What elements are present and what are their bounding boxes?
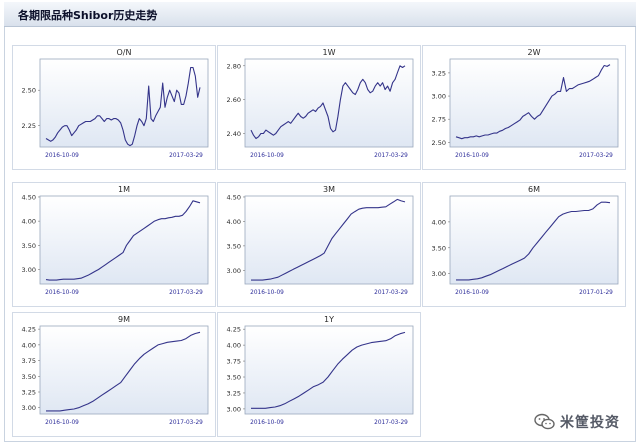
chart-title: 1M — [118, 185, 130, 194]
x-tick-label: 2016-10-09 — [45, 153, 79, 159]
chart-panel: 9M 3.00 3.25 3.50 3.75 4.00 4.25 2016-10-09 2017… — [12, 312, 216, 437]
y-tick-label: 3.50 — [227, 242, 241, 250]
chart-svg: 1W 2.40 2.60 2.80 2016-10-09 2017-03-29 — [227, 48, 414, 159]
y-tick-label: 3.50 — [227, 374, 241, 382]
series-line — [251, 198, 406, 281]
x-tick-label: 2016-10-09 — [45, 420, 79, 426]
series-line — [45, 66, 201, 147]
y-tick-label: 2.75 — [432, 116, 446, 124]
x-tick-label: 2017-03-29 — [169, 153, 203, 159]
x-tick-label: 2017-03-29 — [579, 153, 613, 159]
x-tick-label: 2016-10-09 — [250, 290, 284, 296]
chart-svg: 6M 3.00 3.50 4.00 2016-10-09 2017-01-29 — [432, 185, 619, 296]
watermark: 米筐投资 — [534, 411, 620, 433]
chart-panel: 1M 3.00 3.50 4.00 4.50 2016-10-09 2017-03-29 — [12, 182, 216, 307]
y-tick-label: 3.50 — [22, 242, 36, 250]
y-tick-label: 2.80 — [227, 62, 241, 70]
plot-area — [244, 195, 414, 285]
x-tick-label: 2016-10-09 — [45, 290, 79, 296]
chart-title: 6M — [528, 185, 540, 194]
y-tick-label: 3.50 — [432, 244, 446, 252]
chart-panel: 3M 3.00 3.50 4.00 4.50 2016-10-09 2017-03-29 — [217, 182, 421, 307]
y-tick-label: 4.25 — [22, 326, 36, 334]
x-tick-label: 2016-10-09 — [250, 420, 284, 426]
series-line — [46, 331, 201, 412]
x-tick-label: 2016-10-09 — [250, 153, 284, 159]
y-tick-label: 3.00 — [227, 267, 241, 275]
y-tick-label: 2.60 — [227, 96, 241, 104]
x-tick-label: 2017-03-29 — [169, 290, 203, 296]
chart-svg: 2W 2.50 2.75 3.00 3.25 2016-10-09 2017-03-29 — [432, 48, 619, 159]
series-line — [250, 65, 406, 140]
chart-panel: 1Y 3.00 3.25 3.50 3.75 4.00 4.25 2016-10-09 2017… — [217, 312, 421, 437]
y-tick-label: 3.25 — [432, 69, 446, 77]
wechat-icon — [534, 413, 555, 430]
y-tick-label: 4.00 — [22, 218, 36, 226]
x-tick-label: 2017-03-29 — [374, 153, 408, 159]
y-tick-label: 4.50 — [22, 193, 36, 201]
chart-svg: 9M 3.00 3.25 3.50 3.75 4.00 4.25 2016-10-09 2017… — [22, 315, 209, 426]
y-tick-label: 3.75 — [227, 358, 241, 366]
chart-title: 9M — [118, 315, 130, 324]
chart-title: 2W — [528, 48, 541, 57]
y-tick-label: 2.50 — [432, 139, 446, 147]
chart-title: 3M — [323, 185, 335, 194]
plot-area — [449, 58, 619, 148]
plot-area — [39, 195, 209, 285]
chart-svg: 1Y 3.00 3.25 3.50 3.75 4.00 4.25 2016-10-09 2017… — [227, 315, 414, 426]
x-tick-label: 2016-10-09 — [455, 153, 489, 159]
series-line — [456, 201, 611, 281]
plot-area — [39, 325, 209, 415]
chart-panel: O/N 2.25 2.50 2016-10-09 2017-03-29 — [12, 45, 216, 170]
y-tick-label: 3.00 — [227, 405, 241, 413]
chart-svg: O/N 2.25 2.50 2016-10-09 2017-03-29 — [22, 48, 209, 159]
y-tick-label: 4.50 — [227, 193, 241, 201]
y-tick-label: 3.75 — [22, 357, 36, 365]
series-line — [251, 331, 406, 409]
y-tick-label: 4.00 — [227, 342, 241, 350]
chart-panel: 1W 2.40 2.60 2.80 2016-10-09 2017-03-29 — [217, 45, 421, 170]
y-tick-label: 4.00 — [227, 218, 241, 226]
chart-title: 1W — [323, 48, 336, 57]
x-tick-label: 2017-03-29 — [169, 420, 203, 426]
chart-title: O/N — [117, 48, 132, 57]
watermark-text: 米筐投资 — [560, 415, 620, 431]
x-tick-label: 2017-01-29 — [579, 290, 613, 296]
page-title: 各期限品种Shibor历史走势 — [18, 9, 158, 22]
chart-title: 1Y — [324, 315, 334, 324]
y-tick-label: 3.50 — [22, 373, 36, 381]
plot-area — [449, 195, 619, 285]
y-tick-label: 2.25 — [22, 122, 36, 130]
chart-panel: 6M 3.00 3.50 4.00 2016-10-09 2017-01-29 — [422, 182, 626, 307]
x-tick-label: 2016-10-09 — [455, 290, 489, 296]
plot-area — [244, 58, 414, 148]
y-tick-label: 4.25 — [227, 326, 241, 334]
series-line — [455, 64, 611, 140]
y-tick-label: 4.00 — [432, 218, 446, 226]
y-tick-label: 3.25 — [227, 389, 241, 397]
x-tick-label: 2017-03-29 — [374, 290, 408, 296]
y-tick-label: 3.00 — [22, 404, 36, 412]
header-bar: 各期限品种Shibor历史走势 — [4, 2, 636, 27]
chart-panel: 2W 2.50 2.75 3.00 3.25 2016-10-09 2017-03-29 — [422, 45, 626, 170]
y-tick-label: 3.25 — [22, 389, 36, 397]
y-tick-label: 3.00 — [432, 93, 446, 101]
y-tick-label: 2.40 — [227, 130, 241, 138]
chart-svg: 3M 3.00 3.50 4.00 4.50 2016-10-09 2017-03-29 — [227, 185, 414, 296]
y-tick-label: 3.00 — [22, 266, 36, 274]
y-tick-label: 3.00 — [432, 270, 446, 278]
y-tick-label: 2.50 — [22, 87, 36, 95]
series-line — [45, 200, 201, 281]
chart-svg: 1M 3.00 3.50 4.00 4.50 2016-10-09 2017-03-29 — [22, 185, 209, 296]
y-tick-label: 4.00 — [22, 341, 36, 349]
x-tick-label: 2017-03-29 — [374, 420, 408, 426]
plot-area — [244, 325, 414, 415]
